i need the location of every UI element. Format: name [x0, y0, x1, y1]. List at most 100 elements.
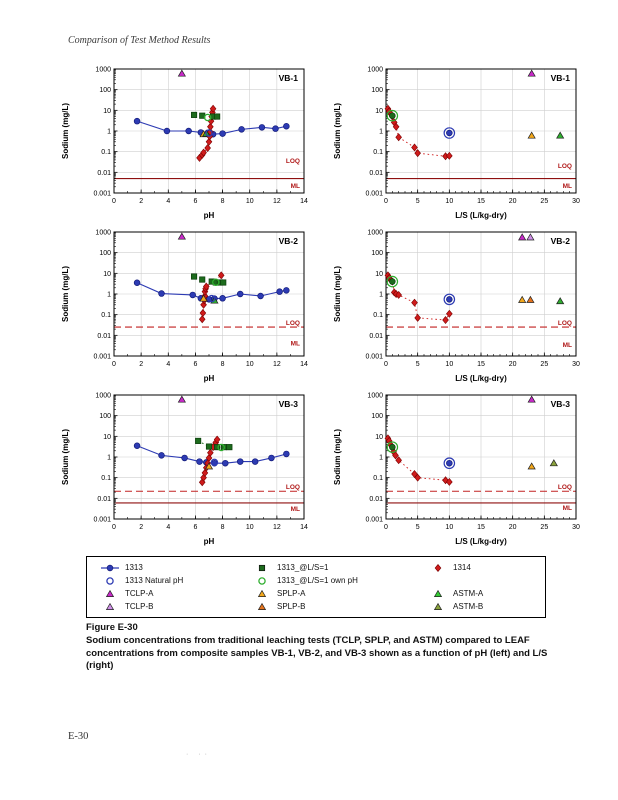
- svg-text:100: 100: [371, 250, 383, 257]
- x-axis-title: pH: [204, 537, 215, 546]
- chart-vb1-ph: LOQ ML 0.001 0.01 0.1 1 10 100 1000 0 2 4 6 8 10 12 14 VB…: [58, 64, 310, 224]
- series-1314: [384, 271, 453, 325]
- chart-vb1-ls: LOQ ML 0.001 0.01 0.1 1 10 100 1000 0 5 10 15 20 25 30 V…: [330, 64, 582, 224]
- series-tclp-a: [527, 395, 536, 403]
- svg-text:25: 25: [540, 198, 548, 205]
- legend-item: SPLP-B: [249, 600, 425, 613]
- loq-label: LOQ: [558, 320, 572, 327]
- legend-item: 1313_@L/S=1 own pH: [249, 574, 425, 587]
- svg-text:25: 25: [540, 524, 548, 531]
- svg-text:8: 8: [221, 361, 225, 368]
- svg-text:6: 6: [193, 198, 197, 205]
- svg-text:0.1: 0.1: [101, 475, 111, 482]
- series-splp-a: [518, 295, 527, 303]
- chart-svg: LOQ ML 0.001 0.01 0.1 1 10 100 1000 0 2 4 6 8 10 12 14 VB…: [61, 67, 308, 221]
- legend-label: ASTM-A: [453, 589, 484, 598]
- legend-label: 1313: [125, 563, 143, 572]
- svg-text:10: 10: [103, 108, 111, 115]
- panel-title: VB-2: [551, 236, 571, 246]
- svg-text:10: 10: [375, 271, 383, 278]
- series-tclp-b: [526, 233, 535, 241]
- svg-text:12: 12: [273, 524, 281, 531]
- legend-marker: [425, 562, 451, 574]
- legend-column-3: 1314 ASTM-A ASTM-B: [425, 561, 545, 617]
- series-splp-b: [526, 295, 535, 303]
- svg-text:10: 10: [375, 108, 383, 115]
- series-astm-b: [549, 459, 558, 467]
- svg-text:0.001: 0.001: [365, 517, 383, 524]
- running-header: Comparison of Test Method Results: [68, 35, 211, 46]
- chart-vb3-ls: LOQ ML 0.001 0.01 0.1 1 10 100 1000 0 5 10 15 20 25 30 V…: [330, 390, 582, 550]
- x-axis-title: L/S (L/kg-dry): [455, 537, 507, 546]
- svg-text:1: 1: [107, 292, 111, 299]
- svg-text:10: 10: [445, 198, 453, 205]
- y-axis-title: Sodium (mg/L): [61, 429, 70, 485]
- legend-item: ASTM-A: [425, 587, 545, 600]
- svg-text:5: 5: [416, 361, 420, 368]
- svg-text:0.1: 0.1: [101, 312, 111, 319]
- legend-item: TCLP-A: [97, 587, 249, 600]
- panel-title: VB-3: [551, 399, 571, 409]
- legend-marker: [425, 588, 451, 600]
- x-axis-title: pH: [204, 374, 215, 383]
- svg-text:100: 100: [99, 87, 111, 94]
- svg-text:15: 15: [477, 361, 485, 368]
- y-axis-title: Sodium (mg/L): [333, 103, 342, 159]
- svg-text:0: 0: [384, 361, 388, 368]
- svg-text:1: 1: [379, 292, 383, 299]
- svg-text:100: 100: [371, 87, 383, 94]
- y-axis-title: Sodium (mg/L): [61, 266, 70, 322]
- legend-label: 1314: [453, 563, 471, 572]
- svg-text:0.001: 0.001: [365, 191, 383, 198]
- svg-text:10: 10: [445, 524, 453, 531]
- legend-item-empty: [425, 574, 545, 587]
- series-tclp-a: [527, 69, 536, 77]
- series-splp-a: [527, 131, 536, 139]
- svg-text:5: 5: [416, 524, 420, 531]
- chart-vb2-ph: LOQ ML 0.001 0.01 0.1 1 10 100 1000 0 2 4 6 8 10 12 14 VB…: [58, 227, 310, 387]
- series-1313-l-s-1-own-ph: [386, 109, 399, 122]
- legend-item: TCLP-B: [97, 600, 249, 613]
- svg-text:0: 0: [384, 198, 388, 205]
- series-1313-natural-ph: [443, 127, 456, 139]
- ml-label: ML: [291, 506, 300, 513]
- legend-item: 1314: [425, 561, 545, 574]
- panel-title: VB-3: [279, 399, 299, 409]
- loq-label: LOQ: [558, 163, 572, 170]
- chart-svg: LOQ ML 0.001 0.01 0.1 1 10 100 1000 0 2 4 6 8 10 12 14 VB…: [61, 230, 308, 384]
- legend-item: 1313_@L/S=1: [249, 561, 425, 574]
- chart-svg: LOQ ML 0.001 0.01 0.1 1 10 100 1000 0 5 10 15 20 25 30 V…: [333, 67, 580, 221]
- legend-marker-diamond: [434, 563, 442, 572]
- svg-text:0.1: 0.1: [373, 149, 383, 156]
- figure-caption-text: Sodium concentrations from traditional l…: [86, 634, 548, 672]
- legend-item: 1313: [97, 561, 249, 574]
- series-tclp-a: [518, 233, 527, 241]
- svg-text:0.001: 0.001: [93, 354, 111, 361]
- x-axis-title: L/S (L/kg-dry): [455, 374, 507, 383]
- legend-marker: [97, 575, 123, 587]
- legend-label: TCLP-B: [125, 602, 154, 611]
- legend-marker-triangle: [257, 602, 267, 610]
- legend-column-1: 1313 1313 Natural pH TCLP-A TCLP-B: [97, 561, 249, 617]
- svg-text:0.1: 0.1: [373, 312, 383, 319]
- svg-text:1: 1: [379, 455, 383, 462]
- series-tclp-a: [177, 69, 186, 77]
- legend-label: SPLP-B: [277, 602, 306, 611]
- x-axis-title: pH: [204, 211, 215, 220]
- svg-text:10: 10: [246, 198, 254, 205]
- svg-text:2: 2: [139, 198, 143, 205]
- legend-marker: [97, 588, 123, 600]
- legend-column-2: 1313_@L/S=1 1313_@L/S=1 own pH SPLP-A SPLP-…: [249, 561, 425, 617]
- svg-text:20: 20: [509, 361, 517, 368]
- panel-title: VB-2: [279, 236, 299, 246]
- y-axis-title: Sodium (mg/L): [61, 103, 70, 159]
- legend-label: ASTM-B: [453, 602, 484, 611]
- legend-marker: [97, 601, 123, 613]
- svg-text:25: 25: [540, 361, 548, 368]
- figure-legend: 1313 1313 Natural pH TCLP-A TCLP-B 1313_@L/S…: [86, 556, 546, 618]
- series-splp-a: [527, 462, 536, 470]
- svg-text:0: 0: [112, 361, 116, 368]
- svg-text:30: 30: [572, 198, 580, 205]
- series-1313-natural-ph: [443, 457, 456, 470]
- chart-vb3-ph: LOQ ML 0.001 0.01 0.1 1 10 100 1000 0 2 4 6 8 10 12 14 VB…: [58, 390, 310, 550]
